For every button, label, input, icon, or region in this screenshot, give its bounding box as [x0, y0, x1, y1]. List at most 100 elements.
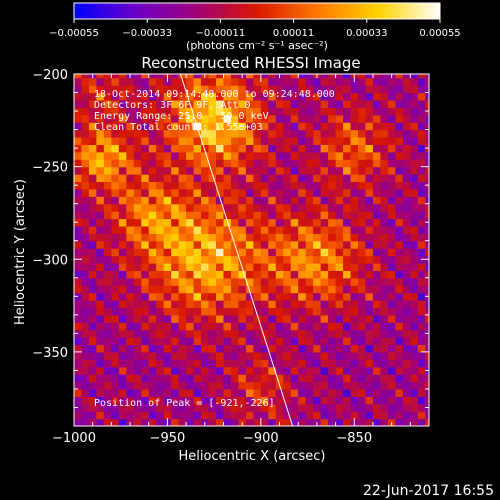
x-axis-label: Heliocentric X (arcsec) [179, 449, 326, 464]
heatmap-cell [245, 218, 254, 227]
heatmap-cell [372, 255, 382, 264]
heatmap-cell [402, 411, 411, 420]
heatmap-cell [238, 329, 247, 338]
heatmap-cell [81, 337, 90, 346]
heatmap-cell [118, 77, 127, 86]
heatmap-cell [350, 136, 359, 145]
heatmap-cell [395, 136, 404, 145]
heatmap-cell [103, 196, 112, 205]
heatmap-cell [275, 411, 284, 420]
heatmap-cell [253, 329, 262, 338]
heatmap-cell [320, 144, 329, 153]
heatmap-cell [148, 255, 157, 264]
heatmap-cell [141, 388, 150, 397]
heatmap-cell [245, 92, 254, 101]
heatmap-cell [283, 196, 292, 205]
heatmap-cell [268, 300, 277, 309]
heatmap-cell [253, 255, 262, 264]
heatmap-cell [358, 285, 367, 294]
heatmap-cell [365, 77, 374, 86]
heatmap-cell [380, 285, 389, 294]
heatmap-cell [402, 329, 411, 338]
heatmap-cell [193, 292, 202, 301]
heatmap-cell [298, 248, 307, 257]
heatmap-cell [171, 307, 180, 316]
heatmap-cell [201, 248, 210, 257]
heatmap-cell [141, 418, 150, 426]
heatmap-cell [96, 255, 105, 264]
heatmap-cell [193, 144, 202, 153]
heatmap-cell [148, 314, 157, 323]
heatmap-cell [111, 270, 120, 279]
heatmap-cell [148, 159, 157, 168]
heatmap-cell [417, 122, 426, 131]
y-tick-label: −350 [32, 346, 68, 361]
heatmap-cell [81, 225, 90, 234]
heatmap-cell [230, 255, 240, 264]
heatmap-cell [283, 92, 292, 101]
heatmap-cell [96, 151, 105, 160]
heatmap-cell [88, 307, 98, 316]
heatmap-cell [118, 99, 127, 108]
heatmap-cell [74, 270, 83, 279]
heatmap-cell [425, 114, 429, 123]
heatmap-cell [290, 314, 299, 323]
heatmap-cell [74, 144, 83, 153]
heatmap-cell [283, 233, 292, 242]
heatmap-cell [171, 248, 180, 257]
heatmap-cell [260, 262, 269, 271]
heatmap-cell [111, 129, 120, 138]
heatmap-cell [410, 351, 419, 360]
heatmap-cell [103, 351, 112, 360]
heatmap-cell [260, 225, 269, 234]
heatmap-cell [298, 188, 307, 197]
heatmap-cell [417, 151, 426, 160]
heatmap-cell [126, 344, 135, 353]
heatmap-cell [290, 411, 299, 420]
heatmap-cell [88, 396, 98, 405]
plot-frame [73, 73, 430, 427]
heatmap-cell [260, 129, 269, 138]
heatmap-cell [96, 77, 105, 86]
heatmap-cell [268, 74, 277, 79]
heatmap-cell [74, 174, 83, 183]
heatmap-cell [223, 262, 232, 271]
heatmap-cell [328, 74, 337, 79]
heatmap-cell [111, 351, 120, 360]
heatmap-cell [208, 151, 217, 160]
heatmap-cell [201, 403, 210, 412]
heatmap-cell [111, 388, 120, 397]
heatmap-cell [245, 396, 254, 405]
heatmap-cell [335, 366, 344, 375]
heatmap-cell [103, 144, 112, 153]
heatmap-cell [245, 122, 254, 131]
heatmap-cell [156, 418, 165, 426]
heatmap-cell [208, 218, 217, 227]
heatmap-cell [320, 255, 329, 264]
heatmap-cell [178, 307, 187, 316]
heatmap-cell [88, 366, 98, 375]
heatmap-cell [402, 307, 411, 316]
heatmap-cell [387, 344, 396, 353]
heatmap-cell [193, 151, 202, 160]
heatmap-cell [305, 381, 314, 390]
heatmap-cell [305, 277, 314, 286]
heatmap-cell [365, 196, 374, 205]
heatmap-cell [298, 344, 307, 353]
heatmap-cell [335, 85, 344, 94]
heatmap-cell [253, 181, 262, 190]
heatmap-cell [358, 218, 367, 227]
heatmap-cell [201, 322, 210, 331]
heatmap-cell [335, 233, 344, 242]
heatmap-cell [358, 381, 367, 390]
heatmap-cell [103, 181, 112, 190]
heatmap-cell [103, 136, 112, 145]
heatmap-cell [148, 351, 157, 360]
heatmap-cell [343, 277, 352, 286]
heatmap-cell [223, 374, 232, 383]
heatmap-cell [350, 359, 359, 368]
heatmap-cell [343, 307, 352, 316]
heatmap-cell [81, 285, 90, 294]
heatmap-cell [238, 337, 247, 346]
heatmap-cell [328, 411, 337, 420]
